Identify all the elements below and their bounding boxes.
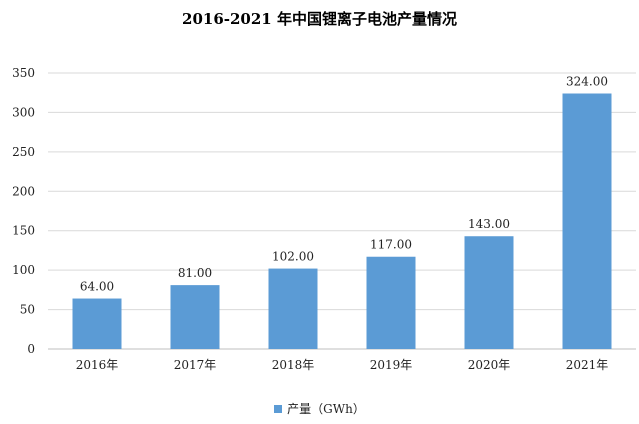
data-label: 117.00	[370, 238, 412, 252]
chart-title: 2016-2021 年中国锂离子电池产量情况	[182, 10, 457, 28]
x-tick-label: 2017年	[174, 358, 217, 372]
legend: 产量（GWh）	[0, 400, 639, 417]
x-tick-label: 2021年	[566, 358, 609, 372]
bar	[562, 93, 612, 349]
bar	[170, 285, 220, 349]
data-label: 324.00	[566, 75, 608, 89]
legend-swatch	[274, 404, 283, 413]
data-label: 143.00	[468, 217, 510, 231]
x-tick-label: 2018年	[272, 358, 315, 372]
y-tick-label: 250	[12, 145, 35, 159]
bar	[464, 236, 514, 349]
bar	[366, 256, 416, 349]
y-tick-label: 100	[12, 263, 35, 277]
y-tick-label: 50	[20, 303, 35, 317]
y-tick-label: 300	[12, 105, 35, 119]
x-tick-label: 2016年	[76, 358, 119, 372]
x-tick-label: 2020年	[468, 358, 511, 372]
y-tick-label: 150	[12, 224, 35, 238]
bar	[268, 268, 318, 349]
legend-label: 产量（GWh）	[287, 402, 365, 416]
data-label: 64.00	[80, 280, 114, 294]
y-tick-label: 350	[12, 66, 35, 80]
data-label: 81.00	[178, 266, 212, 280]
y-tick-label: 200	[12, 184, 35, 198]
data-label: 102.00	[272, 250, 314, 264]
x-tick-label: 2019年	[370, 358, 413, 372]
bar	[72, 298, 122, 349]
y-tick-label: 0	[27, 342, 35, 356]
